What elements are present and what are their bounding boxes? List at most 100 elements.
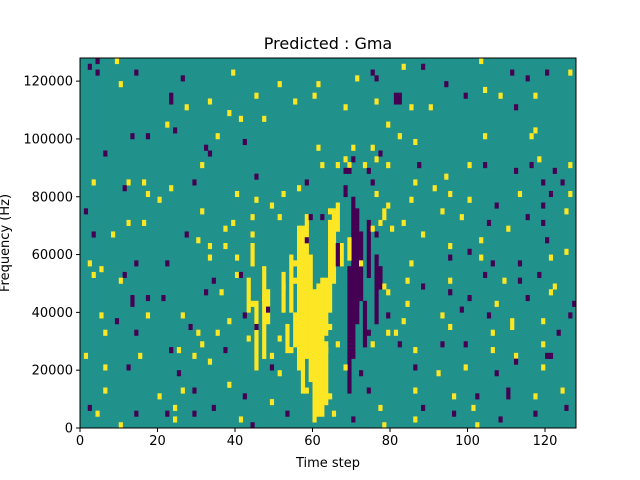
- heatmap-cell: [262, 115, 267, 122]
- heatmap-cell: [448, 243, 453, 250]
- heatmap-cell: [176, 347, 182, 354]
- heatmap-cell: [459, 214, 464, 221]
- heatmap-cell: [432, 185, 437, 192]
- heatmap-cell: [490, 347, 495, 354]
- heatmap-cell: [223, 225, 228, 232]
- heatmap-cell: [421, 283, 426, 290]
- heatmap-cell: [486, 219, 492, 226]
- heatmap-cell: [366, 387, 371, 394]
- heatmap-band: [320, 277, 325, 417]
- heatmap-cell: [413, 347, 418, 354]
- heatmap-cell: [483, 86, 488, 93]
- heatmap-cell: [138, 352, 143, 359]
- heatmap-cell: [293, 98, 298, 105]
- heatmap-cell: [548, 254, 554, 261]
- heatmap-cell: [397, 133, 402, 140]
- heatmap-cell: [207, 254, 213, 261]
- heatmap-cell: [169, 92, 174, 99]
- heatmap-band: [382, 208, 387, 221]
- heatmap-cell: [564, 248, 569, 255]
- heatmap-cell: [320, 162, 325, 169]
- heatmap-band: [343, 185, 348, 198]
- heatmap-cell: [463, 364, 468, 371]
- heatmap-cell: [517, 190, 523, 198]
- heatmap-cell: [250, 231, 255, 238]
- heatmap-cell: [142, 179, 147, 186]
- heatmap-band: [289, 254, 294, 313]
- heatmap-cell: [529, 133, 534, 140]
- heatmap-cell: [510, 318, 515, 325]
- heatmap-cell: [254, 92, 259, 99]
- heatmap-cell: [95, 69, 100, 76]
- heatmap-cell: [479, 254, 484, 261]
- heatmap-cell: [374, 98, 379, 105]
- heatmap-cell: [87, 404, 92, 411]
- heatmap-cell: [304, 387, 309, 394]
- heatmap-cell: [378, 219, 383, 226]
- heatmap-band: [300, 225, 306, 394]
- heatmap-cell: [467, 162, 472, 169]
- heatmap-cell: [145, 312, 151, 319]
- heatmap-cell: [452, 393, 457, 400]
- heatmap-cell: [448, 254, 453, 261]
- heatmap-cell: [502, 277, 507, 284]
- heatmap-cell: [440, 341, 445, 348]
- heatmap-cell: [200, 162, 205, 169]
- heatmap-cell: [293, 260, 298, 267]
- heatmap-cell: [316, 144, 321, 151]
- heatmap-cell: [130, 300, 135, 307]
- heatmap-cell: [448, 277, 453, 284]
- heatmap-cell: [91, 271, 96, 278]
- heatmap-cell: [405, 277, 410, 284]
- heatmap-band: [297, 225, 302, 371]
- heatmap-cell: [452, 410, 457, 417]
- heatmap-cell: [87, 260, 92, 267]
- heatmap-cell: [541, 364, 546, 371]
- heatmap-cell: [506, 393, 511, 400]
- heatmap-cell: [428, 104, 433, 111]
- heatmap-cell: [541, 219, 546, 226]
- heatmap-cell: [269, 364, 275, 371]
- heatmap-cell: [134, 69, 139, 76]
- y-tick-label: 20000: [32, 364, 73, 379]
- heatmap-cell: [409, 104, 414, 111]
- heatmap-cell: [103, 329, 108, 336]
- heatmap-cell: [145, 133, 151, 140]
- heatmap-cell: [165, 121, 170, 128]
- heatmap-cell: [250, 422, 255, 429]
- heatmap-cell: [355, 300, 360, 307]
- heatmap-cell: [238, 115, 244, 122]
- heatmap-cell: [111, 231, 116, 238]
- heatmap-cell: [184, 104, 189, 111]
- heatmap-cell: [467, 295, 472, 302]
- heatmap-cell: [541, 318, 546, 325]
- x-tick-label: 100: [455, 434, 480, 449]
- heatmap-cell: [409, 196, 414, 203]
- heatmap-cell: [134, 260, 139, 267]
- heatmap-cell: [114, 58, 120, 65]
- heatmap-cell: [494, 370, 499, 377]
- heatmap-cell: [498, 416, 503, 423]
- heatmap-cell: [297, 312, 302, 319]
- heatmap-cell: [293, 277, 298, 284]
- heatmap-cell: [304, 179, 309, 186]
- heatmap-cell: [467, 248, 472, 255]
- heatmap-cell: [235, 190, 240, 198]
- y-tick-label: 0: [65, 422, 73, 437]
- heatmap-cell: [262, 295, 267, 302]
- heatmap-cell: [281, 283, 286, 290]
- heatmap-cell: [362, 162, 368, 169]
- heatmap-cell: [103, 364, 108, 371]
- heatmap-cell: [514, 352, 519, 359]
- heatmap-cell: [393, 92, 399, 99]
- heatmap-band: [285, 323, 290, 354]
- heatmap-cell: [494, 202, 499, 209]
- heatmap-cell: [351, 318, 356, 325]
- y-tick-label: 100000: [23, 132, 73, 147]
- heatmap-cell: [374, 156, 379, 163]
- heatmap-cell: [541, 341, 546, 348]
- heatmap-cell: [231, 219, 236, 226]
- heatmap-cell: [192, 179, 197, 186]
- heatmap-band: [378, 266, 383, 290]
- heatmap-cell: [525, 75, 530, 82]
